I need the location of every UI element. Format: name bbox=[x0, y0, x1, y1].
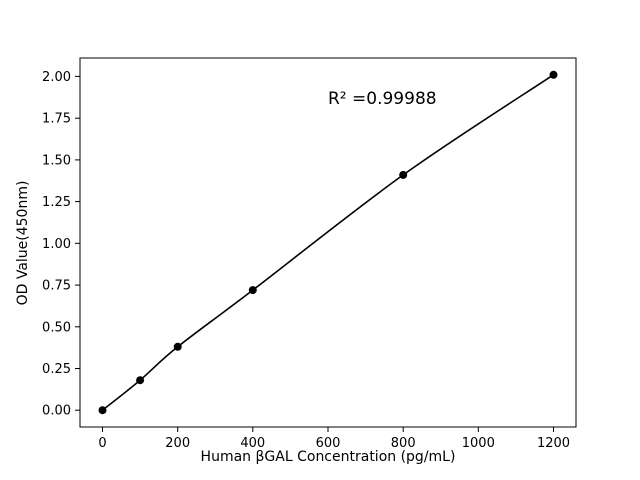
data-point-marker bbox=[248, 286, 257, 295]
plot-area: 0 200 400 600 800 1000 1200 0.00 0.25 0.50 0.75 1.0… bbox=[42, 57, 577, 451]
x-tick-label: 200 bbox=[165, 436, 190, 451]
y-tick-label: 1.50 bbox=[42, 153, 71, 168]
x-tick-label: 1000 bbox=[462, 436, 495, 451]
y-tick-label: 0.75 bbox=[42, 279, 71, 294]
r-squared-annotation: R² =0.99988 bbox=[328, 89, 437, 109]
y-tick-label: 0.00 bbox=[42, 404, 71, 419]
plot-frame bbox=[79, 57, 577, 428]
y-axis-label: OD Value(450nm) bbox=[15, 181, 31, 306]
x-tick-label: 800 bbox=[391, 436, 416, 451]
data-point-marker bbox=[173, 342, 182, 351]
x-tick-label: 1200 bbox=[537, 436, 570, 451]
data-point-marker bbox=[399, 170, 408, 179]
y-tick-label: 1.75 bbox=[42, 112, 71, 127]
y-tick-label: 1.00 bbox=[42, 237, 71, 252]
data-point-marker bbox=[549, 70, 558, 79]
data-point-marker bbox=[98, 406, 107, 415]
fit-curve bbox=[102, 74, 554, 411]
x-tick-label: 600 bbox=[316, 436, 341, 451]
data-point-marker bbox=[136, 376, 145, 385]
y-tick-label: 1.25 bbox=[42, 195, 71, 210]
x-axis-label: Human βGAL Concentration (pg/mL) bbox=[201, 449, 456, 465]
y-tick-label: 2.00 bbox=[42, 70, 71, 85]
y-tick-label: 0.25 bbox=[42, 362, 71, 377]
x-tick-label: 0 bbox=[98, 436, 106, 451]
x-tick-label: 400 bbox=[240, 436, 265, 451]
y-tick-label: 0.50 bbox=[42, 320, 71, 335]
